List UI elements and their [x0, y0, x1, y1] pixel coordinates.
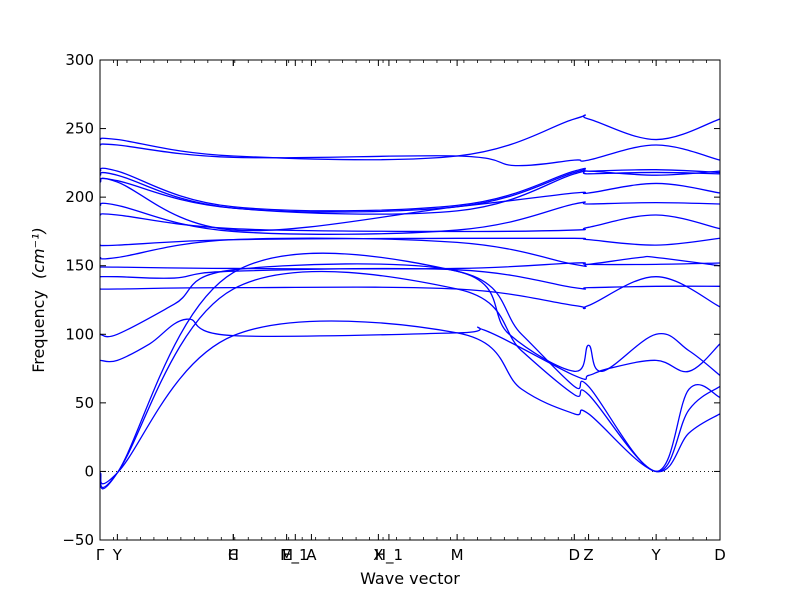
y-axis-label-unit: (cm⁻¹): [29, 227, 48, 279]
y-tick-label: 200: [65, 188, 94, 206]
band-line-4: [99, 318, 721, 380]
y-tick-label: 250: [65, 120, 94, 138]
band-line-6: [99, 276, 721, 310]
band-line-17: [99, 143, 721, 167]
band-line-8: [99, 262, 721, 270]
band-line-3: [99, 252, 721, 490]
x-axis-label: Wave vector: [360, 569, 460, 588]
series-layer: [99, 114, 721, 490]
y-axis-label: Frequency (cm⁻¹): [29, 227, 48, 372]
band-line-5: [99, 263, 721, 376]
x-tick-label: E_1: [282, 546, 309, 565]
x-tick-label: M: [280, 546, 293, 564]
x-tick-label: M: [451, 546, 464, 564]
x-tick-label: Y: [651, 546, 662, 564]
band-line-14: [99, 170, 721, 215]
x-tick-label: A: [306, 546, 317, 564]
y-tick-label: −50: [62, 531, 94, 549]
y-tick-label: 0: [84, 462, 94, 480]
x-tick-label: C: [228, 546, 238, 564]
band-line-11: [99, 213, 721, 233]
x-tick-label: Y: [112, 546, 123, 564]
y-tick-label: 100: [65, 325, 94, 343]
plot-frame: [99, 59, 721, 541]
x-tick-label: H_1: [375, 546, 403, 565]
y-tick-label: 50: [75, 394, 94, 412]
x-tick-label: D: [714, 546, 726, 564]
band-line-1: [99, 320, 721, 485]
band-line-16: [99, 167, 721, 212]
band-line-12: [99, 201, 721, 235]
band-line-15: [99, 168, 721, 213]
x-tick-label: Γ: [96, 546, 105, 564]
x-tick-label: D: [569, 546, 581, 564]
x-tick-label: X: [373, 546, 383, 564]
y-tick-label: 300: [65, 51, 94, 69]
band-line-10: [99, 237, 721, 247]
band-line-9: [99, 237, 721, 268]
x-tick-label: Z: [583, 546, 593, 564]
x-tick-label: H: [228, 546, 239, 564]
y-tick-label: 150: [65, 257, 94, 275]
band-line-18: [99, 114, 721, 161]
y-axis-label-text: Frequency: [29, 290, 48, 373]
